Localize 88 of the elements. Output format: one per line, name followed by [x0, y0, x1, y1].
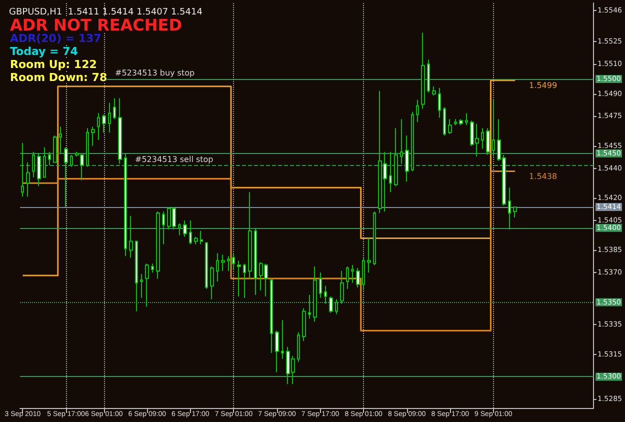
- data-label: 1.5499: [529, 80, 558, 90]
- candlestick: [438, 87, 441, 118]
- candlestick: [243, 263, 246, 298]
- candlestick: [194, 236, 198, 245]
- candlestick: [340, 270, 344, 304]
- candlestick: [232, 252, 235, 270]
- candlestick: [319, 272, 322, 298]
- candlestick: [162, 210, 165, 245]
- candlestick: [32, 151, 35, 178]
- candlestick: [237, 260, 241, 297]
- annotation: Today = 74: [10, 45, 78, 58]
- candlestick: [454, 118, 457, 126]
- annotation: #5234513 buy stop: [115, 68, 195, 78]
- candlestick: [297, 332, 300, 362]
- candlestick: [421, 32, 425, 110]
- candlestick: [113, 98, 116, 120]
- candlestick: [411, 111, 414, 172]
- candlestick: [486, 128, 490, 156]
- candlestick: [43, 146, 46, 178]
- candlestick: [448, 118, 452, 135]
- candlestick: [91, 126, 95, 146]
- candlestick: [108, 102, 111, 134]
- candlestick: [53, 135, 57, 163]
- candlestick: [216, 252, 219, 282]
- candlestick: [189, 220, 192, 245]
- candlestick: [151, 263, 154, 274]
- candlestick: [324, 285, 327, 304]
- annotation: ADR NOT REACHED: [10, 16, 182, 34]
- candlestick: [492, 99, 495, 157]
- annotation: #5234513 sell stop: [135, 154, 214, 164]
- annotation: Room Up: 122: [10, 58, 97, 71]
- candlestick: [97, 112, 100, 140]
- candlestick: [124, 152, 127, 257]
- text: GBPUSD,H1 1.5411 1.5414 1.5407 1.5414: [9, 8, 203, 18]
- candlestick: [86, 128, 89, 168]
- candlestick: [346, 266, 349, 290]
- candlestick: [64, 146, 68, 208]
- candlestick: [145, 263, 149, 308]
- candlestick: [313, 266, 317, 322]
- candlestick: [210, 266, 214, 300]
- candlestick: [135, 240, 138, 312]
- candlestick: [140, 273, 143, 298]
- candlestick: [481, 128, 484, 150]
- candlestick: [281, 320, 284, 360]
- candlestick: [432, 86, 436, 96]
- candlestick: [465, 112, 468, 126]
- candlestick: [427, 59, 430, 93]
- candlestick: [270, 278, 273, 354]
- candlestick: [248, 192, 252, 279]
- candlestick: [513, 206, 517, 218]
- annotation: ADR(20) = 137: [10, 32, 102, 45]
- candlestick: [508, 187, 511, 230]
- candlestick: [48, 151, 51, 166]
- candlestick: [416, 99, 419, 123]
- candlestick: [394, 128, 398, 187]
- annotation: Room Down: 78: [10, 71, 108, 84]
- candlestick: [37, 152, 41, 187]
- candlestick: [156, 210, 160, 279]
- candlestick: [329, 296, 333, 314]
- data-label: 1.5438: [529, 172, 558, 181]
- candlestick: [118, 98, 122, 164]
- candlestick: [302, 308, 306, 342]
- candlestick: [308, 294, 311, 320]
- candlestick: [405, 135, 409, 182]
- candlestick: [59, 126, 62, 154]
- candlestick: [183, 220, 187, 238]
- candlestick: [389, 151, 392, 193]
- candlestick: [102, 114, 106, 134]
- candlestick: [367, 238, 371, 274]
- candlestick: [205, 242, 208, 290]
- candlestick: [26, 162, 30, 198]
- candlestick: [373, 210, 376, 266]
- candlestick: [362, 257, 365, 291]
- candlestick: [356, 268, 360, 288]
- candlestick: [70, 154, 73, 168]
- candlestick: [200, 230, 203, 245]
- candlestick: [459, 118, 463, 126]
- candlestick: [21, 142, 24, 198]
- candlestick: [275, 330, 279, 373]
- candlestick: [254, 227, 257, 296]
- candlestick: [227, 256, 230, 272]
- candlestick: [129, 215, 133, 258]
- candlestick: [335, 298, 338, 315]
- candlestick: [221, 254, 225, 272]
- candlestick: [443, 106, 446, 136]
- candlestick: [400, 118, 403, 164]
- candlestick: [178, 222, 181, 236]
- candlestick: [351, 264, 354, 284]
